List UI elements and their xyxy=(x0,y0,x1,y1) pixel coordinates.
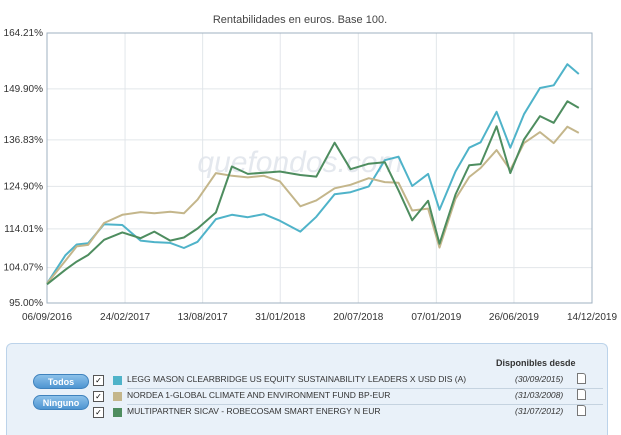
x-tick-label: 24/02/2017 xyxy=(100,312,150,323)
performance-chart: Rentabilidades en euros. Base 100. quefo… xyxy=(4,14,618,323)
series-name: NORDEA 1-GLOBAL CLIMATE AND ENVIRONMENT … xyxy=(127,390,391,400)
x-tick-label: 06/09/2016 xyxy=(22,312,72,323)
legend-panel: Disponibles desde Todos Ninguno ✓ LEGG M… xyxy=(6,343,608,435)
legend-item: ✓ MULTIPARTNER SICAV - ROBECOSAM SMART E… xyxy=(93,405,593,419)
y-axis-ticks: 95.00% 104.07% 114.01% 124.90% 136.83% 149.90… xyxy=(4,28,44,309)
x-tick-label: 20/07/2018 xyxy=(333,312,383,323)
watermark-text: quefondos.com xyxy=(197,146,402,179)
series-name: LEGG MASON CLEARBRIDGE US EQUITY SUSTAIN… xyxy=(127,374,467,384)
series-color-swatch xyxy=(113,408,122,417)
y-tick-label: 164.21% xyxy=(4,28,44,39)
x-tick-label: 14/12/2019 xyxy=(567,312,617,323)
series-checkbox[interactable]: ✓ xyxy=(93,391,104,402)
legend-item: ✓ NORDEA 1-GLOBAL CLIMATE AND ENVIRONMEN… xyxy=(93,389,593,403)
series-available-date: (30/09/2015) xyxy=(515,374,564,384)
y-tick-label: 136.83% xyxy=(4,135,44,146)
select-all-button[interactable]: Todos xyxy=(33,374,89,389)
series-line-2 xyxy=(46,125,580,285)
y-tick-label: 149.90% xyxy=(4,84,44,95)
chart-title: Rentabilidades en euros. Base 100. xyxy=(213,14,387,26)
document-icon[interactable] xyxy=(577,405,586,416)
document-icon[interactable] xyxy=(577,373,586,384)
series-color-swatch xyxy=(113,392,122,401)
document-icon[interactable] xyxy=(577,389,586,400)
legend-header: Disponibles desde xyxy=(496,358,576,368)
y-tick-label: 124.90% xyxy=(4,181,44,192)
y-tick-label: 95.00% xyxy=(9,298,43,309)
series-checkbox[interactable]: ✓ xyxy=(93,375,104,386)
y-tick-label: 114.01% xyxy=(4,224,43,235)
series-lines xyxy=(46,63,580,286)
x-tick-label: 13/08/2017 xyxy=(178,312,228,323)
legend-item: ✓ LEGG MASON CLEARBRIDGE US EQUITY SUSTA… xyxy=(93,373,593,387)
series-checkbox[interactable]: ✓ xyxy=(93,407,104,418)
x-tick-label: 26/06/2019 xyxy=(489,312,539,323)
series-available-date: (31/03/2008) xyxy=(515,390,564,400)
legend-divider xyxy=(127,388,603,389)
plot-area xyxy=(46,32,593,304)
series-line-3 xyxy=(46,100,580,286)
x-tick-label: 07/01/2019 xyxy=(411,312,461,323)
series-name: MULTIPARTNER SICAV - ROBECOSAM SMART ENE… xyxy=(127,406,381,416)
select-none-button[interactable]: Ninguno xyxy=(33,395,89,410)
x-axis-ticks: 06/09/2016 24/02/2017 13/08/2017 31/01/2018… xyxy=(22,312,617,323)
x-tick-label: 31/01/2018 xyxy=(255,312,305,323)
y-tick-label: 104.07% xyxy=(4,263,44,274)
legend-divider xyxy=(127,404,603,405)
series-available-date: (31/07/2012) xyxy=(515,406,564,416)
series-color-swatch xyxy=(113,376,122,385)
